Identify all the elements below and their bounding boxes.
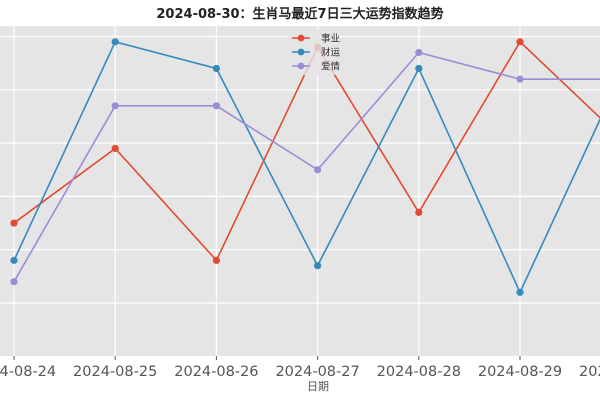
x-tick-label: 2024-08-27 — [275, 364, 359, 380]
data-point — [10, 219, 18, 227]
data-point — [516, 288, 524, 296]
x-tick-label: 2024-08-26 — [174, 364, 258, 380]
data-point — [212, 102, 220, 110]
legend-label: 事业 — [321, 33, 340, 45]
grid — [0, 26, 600, 356]
data-point — [111, 102, 119, 110]
data-point — [10, 256, 18, 264]
data-point — [111, 144, 119, 153]
legend-label: 爱情 — [321, 61, 341, 73]
series-3 — [10, 48, 600, 286]
data-point — [415, 208, 423, 216]
chart-title: 2024-08-30：生肖马最近7日三大运势指数趋势 — [156, 6, 443, 22]
data-point — [415, 48, 423, 57]
data-point — [516, 38, 524, 46]
x-tick-label: 2024-08-28 — [377, 364, 461, 380]
data-point — [212, 64, 220, 73]
data-point — [111, 38, 119, 46]
data-point — [516, 75, 524, 83]
x-tick-label: 2024-08-29 — [478, 364, 562, 380]
x-tick-label: 2024-08-24 — [0, 364, 56, 380]
data-point — [10, 278, 18, 286]
plot-area — [0, 26, 600, 356]
legend-item: 财运 — [292, 47, 341, 59]
data-point — [314, 262, 322, 270]
legend-marker — [297, 62, 305, 70]
x-tick-labels: 2024-08-24 2024-08-25 2024-08-26 2024-08-27… — [0, 356, 600, 380]
x-tick-label: 2024-08-25 — [73, 364, 157, 380]
data-point — [314, 166, 322, 174]
legend-marker — [297, 34, 305, 42]
legend-item: 爱情 — [292, 61, 341, 73]
series-2 — [10, 38, 600, 296]
legend-label: 财运 — [321, 47, 341, 59]
legend-item: 事业 — [292, 33, 340, 45]
x-axis-label: 日期 — [307, 380, 329, 393]
data-point — [415, 64, 423, 73]
legend-marker — [297, 48, 305, 56]
x-tick-label: 2024-08-30 — [579, 364, 600, 380]
data-point — [212, 256, 220, 264]
